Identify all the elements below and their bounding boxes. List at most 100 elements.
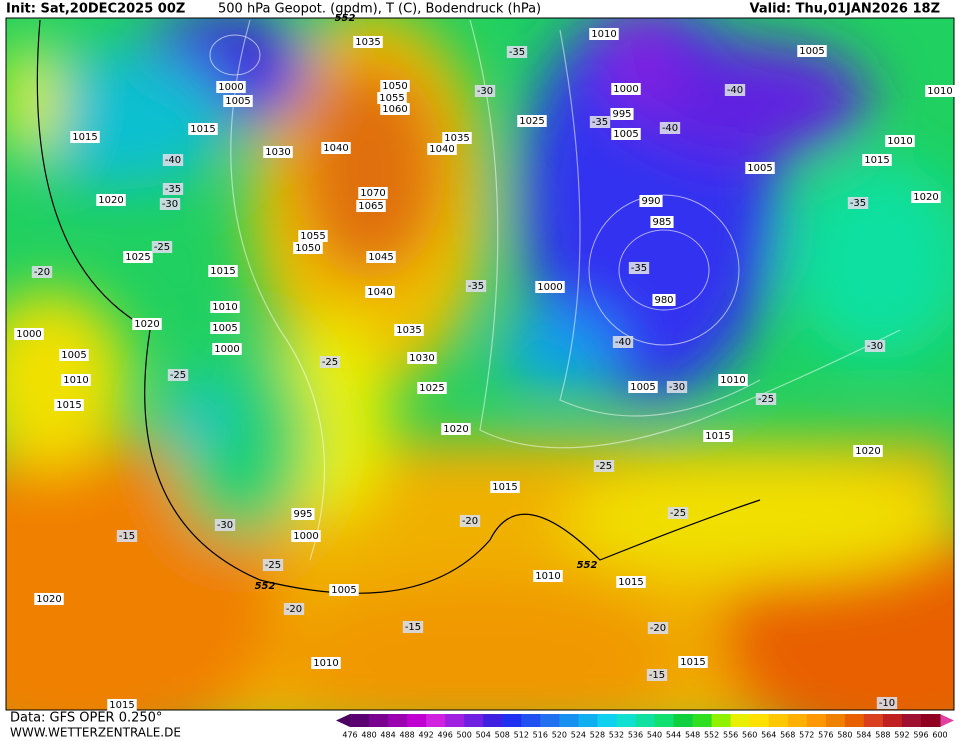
pressure-text: 1015 xyxy=(864,155,889,166)
label-box xyxy=(329,584,359,596)
temperature-label: -20 xyxy=(283,603,305,615)
temperature-label: -30 xyxy=(214,519,236,531)
label-box xyxy=(61,374,91,386)
pressure-text: 980 xyxy=(654,295,673,306)
label-box xyxy=(59,349,89,361)
label-box xyxy=(628,262,650,274)
temperature-text: -30 xyxy=(162,199,178,210)
label-box xyxy=(533,570,563,582)
temperature-label: -35 xyxy=(506,46,528,58)
label-box xyxy=(459,515,481,527)
pressure-text: 1010 xyxy=(212,302,237,313)
label-box xyxy=(366,251,396,263)
temperature-label: -35 xyxy=(847,197,869,209)
pressure-text: 1060 xyxy=(382,104,407,115)
colorbar-tick-label: 540 xyxy=(647,731,662,740)
temperature-label: -25 xyxy=(167,369,189,381)
label-box xyxy=(853,445,883,457)
colorbar-bin xyxy=(901,714,922,727)
label-box xyxy=(311,657,341,669)
label-box xyxy=(911,191,941,203)
temperature-label: -30 xyxy=(864,340,886,352)
pressure-label: 1025 xyxy=(417,382,447,394)
pressure-text: 1030 xyxy=(409,353,434,364)
label-box xyxy=(162,183,184,195)
colorbar-tick-label: 516 xyxy=(533,731,548,740)
pressure-label: 1015 xyxy=(678,656,708,668)
temperature-label: -25 xyxy=(262,559,284,571)
temperature-text: -30 xyxy=(669,382,685,393)
label-box xyxy=(394,324,424,336)
temperature-label: -35 xyxy=(589,116,611,128)
pressure-label: 1020 xyxy=(34,593,64,605)
colorbar-bin xyxy=(692,714,713,727)
pressure-label: 1010 xyxy=(718,374,748,386)
colorbar-tick-label: 488 xyxy=(399,731,414,740)
temperature-text: -20 xyxy=(286,604,302,615)
pressure-text: 1055 xyxy=(379,93,404,104)
pressure-label: 1015 xyxy=(703,430,733,442)
colorbar-bin xyxy=(806,714,827,727)
label-box xyxy=(407,352,437,364)
label-box xyxy=(589,116,611,128)
temperature-label: -15 xyxy=(402,621,424,633)
pressure-label: 1005 xyxy=(223,95,253,107)
label-box xyxy=(517,115,547,127)
temperature-label: -35 xyxy=(465,280,487,292)
colorbar-tick-label: 504 xyxy=(476,731,491,740)
colorbar-bin xyxy=(768,714,789,727)
colorbar-bin xyxy=(863,714,884,727)
colorbar-bin xyxy=(464,714,484,727)
colorbar-bin xyxy=(711,714,732,727)
pressure-label: 1020 xyxy=(911,191,941,203)
label-box xyxy=(151,241,173,253)
colorbar: 476 480 484 488 492 496 500 504 508 512 516 520 524 5… xyxy=(336,714,954,740)
temperature-label: -20 xyxy=(647,622,669,634)
pressure-text: 1010 xyxy=(887,136,912,147)
label-box xyxy=(862,154,892,166)
pressure-text: 1005 xyxy=(747,163,772,174)
colorbar-tick-label: 532 xyxy=(609,731,624,740)
temperature-label: -40 xyxy=(659,122,681,134)
colorbar-bin xyxy=(920,714,941,727)
pressure-text: 1055 xyxy=(300,231,325,242)
label-box xyxy=(616,576,646,588)
label-box xyxy=(210,301,240,313)
pressure-text: 1015 xyxy=(56,400,81,411)
pressure-label: 1015 xyxy=(490,481,520,493)
valid-time: Valid: Thu,01JAN2026 18Z xyxy=(750,2,940,17)
pressure-text: 1040 xyxy=(367,287,392,298)
label-box xyxy=(298,230,328,242)
pressure-label: 1000 xyxy=(212,343,242,355)
pressure-text: 1015 xyxy=(210,266,235,277)
colorbar-tick-label: 500 xyxy=(457,731,472,740)
label-box xyxy=(650,216,674,228)
label-box xyxy=(465,280,487,292)
pressure-text: 1015 xyxy=(190,124,215,135)
pressure-label: 1005 xyxy=(611,128,641,140)
temperature-text: -15 xyxy=(405,622,421,633)
pressure-label: 1065 xyxy=(356,200,386,212)
label-box xyxy=(885,135,915,147)
temperature-text: -40 xyxy=(727,85,743,96)
contour-text: 552 xyxy=(335,13,356,24)
data-source: Data: GFS OPER 0.250° xyxy=(10,711,162,726)
temperature-text: -25 xyxy=(170,370,186,381)
pressure-text: 1010 xyxy=(591,29,616,40)
label-box xyxy=(208,265,238,277)
label-box xyxy=(107,699,137,711)
pressure-text: 1025 xyxy=(419,383,444,394)
pressure-label: 1010 xyxy=(533,570,563,582)
temperature-text: -10 xyxy=(879,698,895,709)
pressure-text: 1005 xyxy=(225,96,250,107)
label-box xyxy=(847,197,869,209)
colorbar-bin xyxy=(521,714,541,727)
temperature-label: -25 xyxy=(319,356,341,368)
colorbar-tick-label: 564 xyxy=(761,731,776,740)
label-box xyxy=(380,103,410,115)
label-box xyxy=(123,251,153,263)
pressure-label: 1015 xyxy=(107,699,137,711)
label-box xyxy=(159,198,181,210)
temperature-label: -10 xyxy=(876,697,898,709)
